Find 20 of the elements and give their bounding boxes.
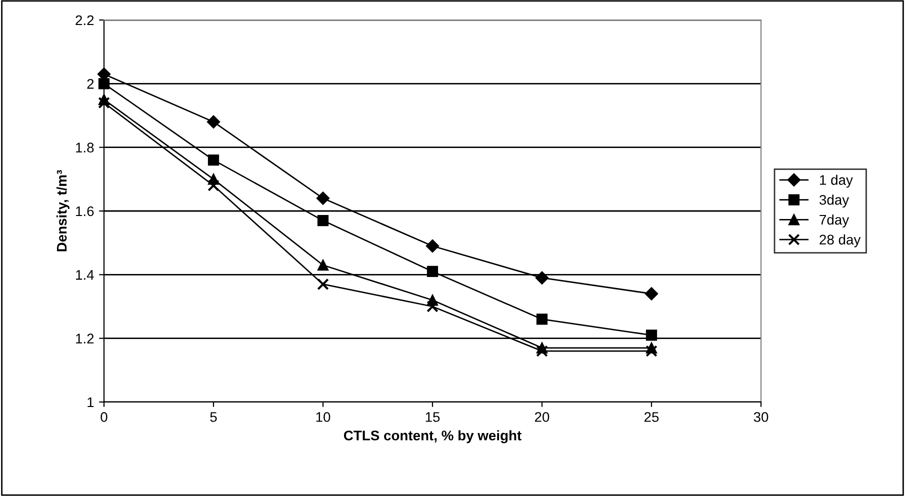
- legend-label: 7day: [820, 214, 850, 228]
- y-tick-label: 1.4: [76, 270, 94, 280]
- legend-label: 3day: [819, 194, 850, 208]
- y-tick-label: 1.2: [76, 334, 94, 344]
- legend-label: 1 day: [820, 174, 853, 188]
- x-tick-label: 0: [100, 412, 108, 422]
- x-tick-label: 5: [210, 412, 217, 422]
- y-axis-title: Density, t/m³: [56, 170, 70, 252]
- legend-label: 28 day: [820, 234, 861, 248]
- y-tick-label: 1: [88, 397, 94, 408]
- x-tick-label: 10: [316, 412, 330, 422]
- x-tick-label: 15: [426, 412, 440, 422]
- y-tick-label: 2: [87, 79, 94, 89]
- y-tick-label: 1.8: [76, 142, 94, 153]
- x-axis-title: CTLS content, % by weight: [344, 430, 522, 444]
- y-tick-label: 1.6: [76, 206, 94, 216]
- x-tick-label: 25: [644, 412, 659, 422]
- y-tick-label: 2.2: [76, 15, 94, 26]
- x-tick-label: 20: [534, 412, 550, 422]
- x-tick-label: 30: [754, 412, 768, 422]
